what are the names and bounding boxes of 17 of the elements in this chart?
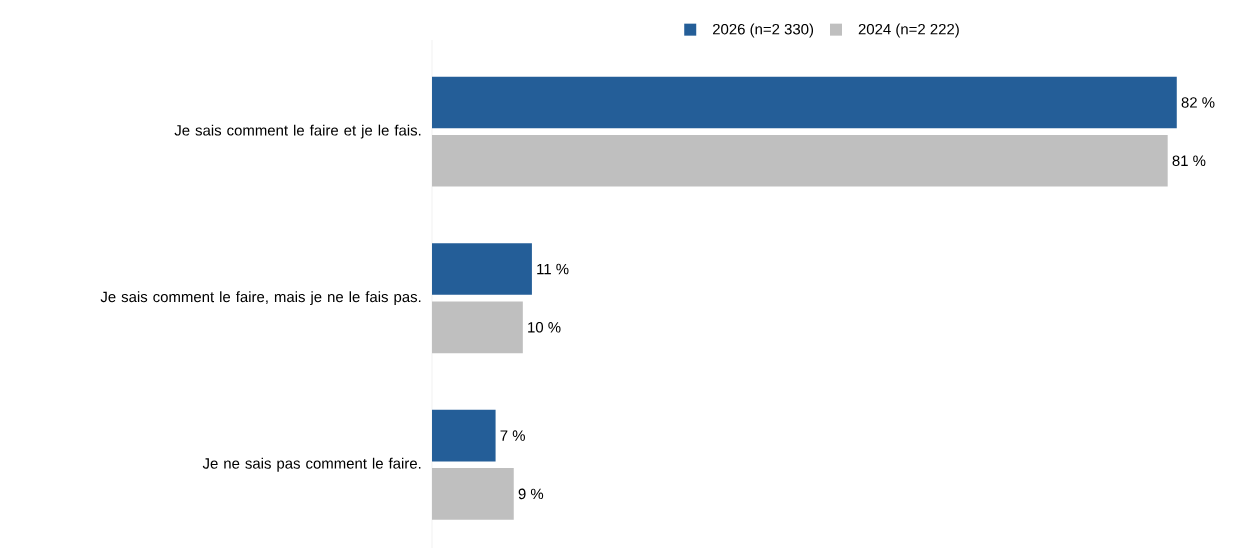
y-tick-label: Je sais comment le faire, mais je ne le fais pas. [100, 291, 421, 306]
legend-label: 2026 (n=2 330) [712, 23, 814, 38]
y-tick-label: Je sais comment le faire et je le fais. [174, 124, 421, 139]
bar [432, 301, 523, 354]
bar [432, 243, 532, 295]
bar [432, 409, 496, 462]
data-label: 81 % [1172, 155, 1206, 167]
data-label: 9 % [518, 488, 544, 500]
legend-label: 2024 (n=2 222) [858, 23, 959, 38]
data-label: 82 % [1181, 97, 1215, 108]
bar [432, 134, 1168, 187]
y-tick-label: Je ne sais pas comment le faire. [202, 457, 421, 472]
data-label: 7 % [500, 430, 525, 441]
bar [432, 76, 1177, 129]
data-label: 10 % [528, 322, 561, 333]
data-label: 11 % [537, 263, 569, 275]
bar [432, 468, 514, 520]
